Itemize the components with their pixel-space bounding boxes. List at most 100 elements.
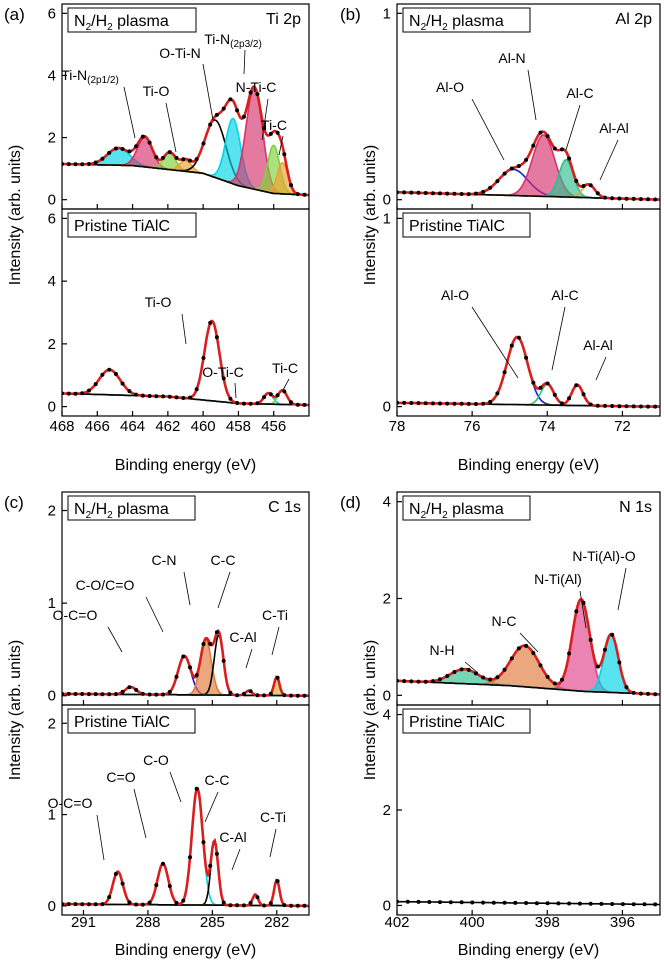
- data-point: [127, 389, 132, 394]
- data-point: [282, 152, 287, 157]
- subplot-pristine: 0 2 4 6 Pristine TiAlC Ti-O O-Ti-C Ti-C: [48, 208, 310, 417]
- data-point: [289, 400, 293, 405]
- peak-fill-3: [397, 634, 660, 695]
- peak-annotation: Al-O: [436, 79, 505, 161]
- data-point: [502, 370, 507, 375]
- data-point: [228, 690, 233, 695]
- annotation-text: Al-C: [551, 287, 578, 303]
- peak-fill-0: [62, 148, 309, 195]
- annotation-main: Ti-O: [145, 294, 172, 310]
- annotation-main: Ti-N: [61, 67, 87, 83]
- annotation-text: Al-C: [566, 85, 593, 101]
- data-point: [73, 391, 78, 396]
- data-point: [167, 689, 172, 694]
- data-point: [161, 861, 165, 866]
- data-point: [567, 396, 572, 401]
- annotation-text: N-Ti-C: [236, 79, 277, 95]
- annotation-text: N-Ti(Al): [534, 571, 582, 587]
- data-point: [545, 134, 550, 139]
- leader-line: [243, 49, 246, 75]
- data-point: [181, 157, 186, 162]
- leader-line: [123, 86, 136, 139]
- data-point: [595, 664, 600, 669]
- data-point: [66, 691, 71, 696]
- y-tick-label: 0: [383, 897, 391, 914]
- data-point: [221, 900, 226, 905]
- data-point: [289, 903, 293, 908]
- condition-box: [67, 495, 196, 521]
- data-point: [174, 900, 179, 905]
- annotation-text: C-Ti: [262, 607, 288, 623]
- data-point: [113, 872, 118, 876]
- subplot-plasma: 024 N2/H2 plasma N 1sN-HN-CN-Ti(Al)N-Ti(Al…: [383, 491, 661, 706]
- y-tick-label: 2: [48, 715, 56, 732]
- data-point: [473, 191, 478, 196]
- data-point: [509, 166, 514, 171]
- data-point: [502, 171, 507, 176]
- data-point: [127, 685, 132, 690]
- annotation-text: C-C: [211, 552, 236, 568]
- data-point: [154, 692, 159, 697]
- data-point: [201, 840, 206, 845]
- plot-area: [397, 899, 660, 907]
- data-point: [423, 679, 428, 684]
- data-point: [208, 320, 213, 325]
- condition-mid: /H: [426, 13, 442, 30]
- annotation-text: O-Ti-N: [159, 45, 200, 61]
- leader-line: [595, 356, 607, 381]
- peak-annotation: O-C=O: [48, 795, 105, 861]
- data-point: [595, 191, 600, 196]
- data-point: [624, 196, 629, 201]
- data-point: [154, 155, 159, 160]
- data-point: [302, 402, 307, 407]
- leader-line: [145, 596, 164, 633]
- y-tick-label: 4: [48, 273, 56, 290]
- peak-annotation: C-N: [152, 552, 191, 606]
- x-tick-label: 291: [71, 914, 96, 931]
- leader-line: [269, 828, 277, 858]
- annotation-main: Ti-N: [204, 31, 230, 47]
- annotation-main: Al-O: [436, 79, 464, 95]
- data-point: [574, 609, 579, 614]
- plot-area: [397, 597, 660, 697]
- data-point: [235, 903, 240, 908]
- data-point: [610, 902, 615, 906]
- annotation-text: C-Ti: [260, 809, 286, 825]
- annotation-main: C-Ti: [260, 809, 286, 825]
- data-point: [302, 192, 307, 197]
- data-point: [631, 690, 636, 695]
- y-tick-label: 0: [48, 898, 56, 915]
- data-point: [509, 343, 514, 348]
- condition-sub2: 2: [442, 22, 448, 33]
- data-point: [402, 190, 407, 195]
- leader-line: [204, 791, 219, 823]
- y-tick-label: 4: [48, 67, 56, 84]
- data-point: [100, 372, 105, 377]
- condition-label: N2/H2 plasma: [409, 501, 504, 521]
- annotation-main: Ti-C: [261, 117, 287, 133]
- data-point: [167, 884, 172, 888]
- data-point: [262, 395, 267, 400]
- data-point: [481, 189, 486, 194]
- data-point: [73, 162, 78, 167]
- data-point: [235, 693, 240, 698]
- plot-frame: [61, 491, 310, 706]
- data-point: [100, 156, 105, 161]
- data-point: [295, 402, 300, 407]
- condition-box: [402, 7, 531, 33]
- data-point: [86, 902, 91, 907]
- data-point: [73, 902, 78, 907]
- data-point: [646, 404, 650, 409]
- data-point: [86, 388, 91, 393]
- peak-annotation: C-O/C=O: [76, 577, 164, 633]
- data-point: [93, 902, 98, 907]
- peak-annotation: C-O: [143, 752, 182, 803]
- peak-annotation: Ti-C: [261, 117, 287, 156]
- element-label: Ti 2p: [266, 11, 301, 28]
- data-point: [409, 679, 414, 684]
- peak-annotation: C-Al: [229, 629, 257, 669]
- data-point: [221, 106, 226, 111]
